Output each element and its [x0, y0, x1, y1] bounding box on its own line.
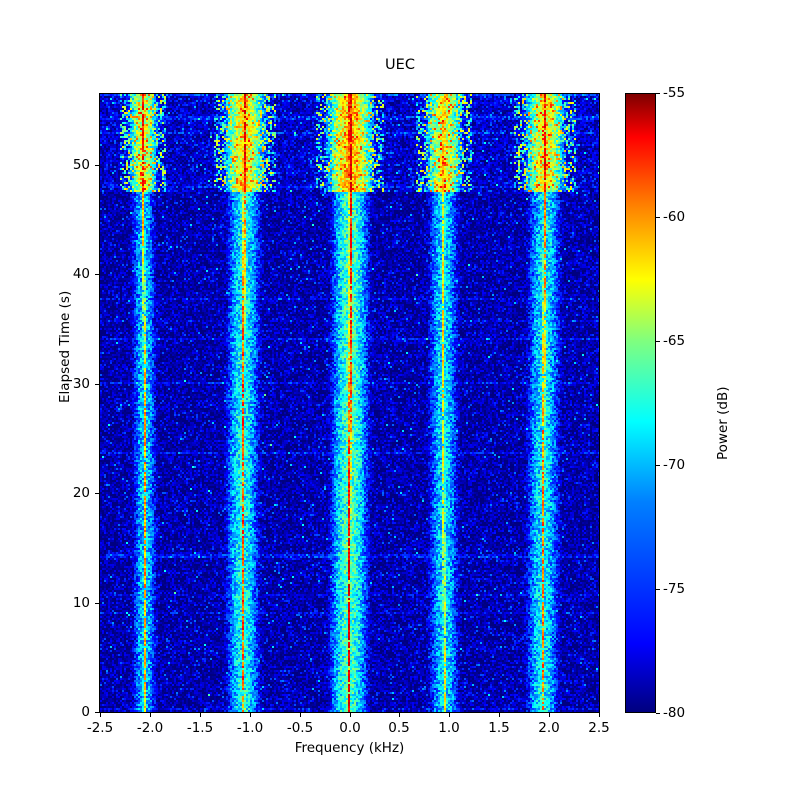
- x-tick-label: -2.0: [136, 720, 164, 736]
- y-tick-label: 10: [72, 595, 90, 611]
- x-tick-mark: [449, 713, 450, 717]
- x-tick-mark: [200, 713, 201, 717]
- colorbar-label: Power (dB): [715, 386, 731, 460]
- colorbar-tick-mark: [656, 589, 660, 590]
- y-tick-mark: [95, 274, 99, 275]
- x-tick-mark: [499, 713, 500, 717]
- y-tick-label: 30: [72, 376, 90, 392]
- x-tick-label: 2.0: [538, 720, 560, 736]
- title-line-station: UEC: [385, 57, 415, 73]
- colorbar-tick-label: -70: [663, 457, 686, 473]
- y-tick-label: 40: [72, 266, 90, 282]
- x-tick-label: 2.5: [588, 720, 610, 736]
- y-tick-mark: [95, 165, 99, 166]
- colorbar-tick-label: -75: [663, 581, 686, 597]
- colorbar-tick-label: -65: [663, 333, 686, 349]
- colorbar-tick-label: -80: [663, 705, 686, 721]
- y-axis-label: Elapsed Time (s): [57, 290, 73, 403]
- x-tick-label: 1.5: [488, 720, 510, 736]
- colorbar-tick-mark: [656, 465, 660, 466]
- x-tick-label: -1.5: [186, 720, 214, 736]
- x-tick-mark: [150, 713, 151, 717]
- x-axis-label: Frequency (kHz): [294, 740, 405, 756]
- x-tick-mark: [599, 713, 600, 717]
- x-tick-label: -0.5: [286, 720, 314, 736]
- y-tick-mark: [95, 493, 99, 494]
- colorbar-tick-mark: [656, 93, 660, 94]
- x-tick-mark: [549, 713, 550, 717]
- colorbar-tick-mark: [656, 713, 660, 714]
- colorbar-tick-label: -55: [663, 85, 686, 101]
- colorbar-tick-label: -60: [663, 209, 686, 225]
- x-tick-mark: [399, 713, 400, 717]
- x-tick-mark: [350, 713, 351, 717]
- colorbar-tick-mark: [656, 217, 660, 218]
- x-tick-label: 0.5: [388, 720, 410, 736]
- y-tick-label: 50: [72, 157, 90, 173]
- y-tick-mark: [95, 603, 99, 604]
- spectrogram-plot-area[interactable]: [99, 93, 600, 713]
- x-tick-label: 1.0: [438, 720, 460, 736]
- colorbar[interactable]: [625, 93, 656, 713]
- colorbar-tick-mark: [656, 341, 660, 342]
- x-tick-label: 0.0: [339, 720, 361, 736]
- spectrogram-image: [100, 94, 599, 712]
- y-tick-mark: [95, 712, 99, 713]
- x-tick-label: -1.0: [236, 720, 264, 736]
- y-tick-label: 0: [81, 704, 90, 720]
- y-tick-label: 20: [72, 485, 90, 501]
- x-tick-mark: [300, 713, 301, 717]
- x-tick-mark: [100, 713, 101, 717]
- x-tick-label: -2.5: [86, 720, 114, 736]
- y-tick-mark: [95, 384, 99, 385]
- x-tick-mark: [250, 713, 251, 717]
